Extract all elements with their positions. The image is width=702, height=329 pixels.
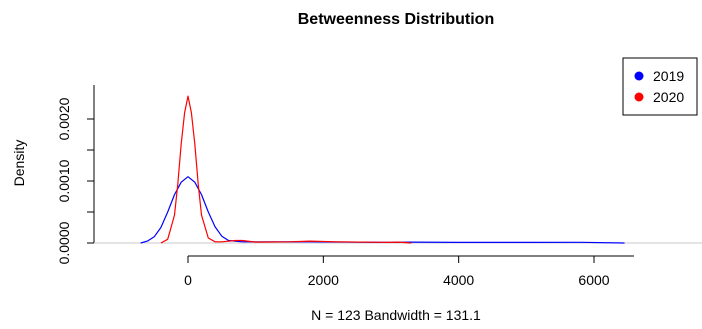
x-tick-label: 4000 [443, 272, 474, 288]
legend-label-2020: 2020 [653, 89, 684, 105]
x-tick-label: 6000 [578, 272, 609, 288]
chart-title: Betweenness Distribution [298, 11, 494, 28]
series-line-2020 [161, 96, 411, 243]
legend-marker-2019 [635, 72, 644, 81]
y-ticks: 0.0000 0.0010 0.0020 [56, 97, 94, 264]
y-axis-label: Density [11, 140, 27, 187]
x-axis-label: N = 123 Bandwidth = 131.1 [311, 307, 481, 323]
x-tick-label: 0 [184, 272, 192, 288]
legend-label-2019: 2019 [653, 68, 684, 84]
y-tick-label: 0.0010 [56, 159, 72, 202]
y-tick-label: 0.0020 [56, 97, 72, 140]
series-lines [141, 96, 625, 243]
x-ticks: 0 2000 4000 6000 [184, 256, 610, 288]
legend-marker-2020 [635, 93, 644, 102]
x-tick-label: 2000 [308, 272, 339, 288]
series-line-2019 [141, 177, 625, 243]
y-tick-label: 0.0000 [56, 221, 72, 264]
legend: 2019 2020 [623, 58, 697, 115]
legend-box [623, 58, 697, 115]
